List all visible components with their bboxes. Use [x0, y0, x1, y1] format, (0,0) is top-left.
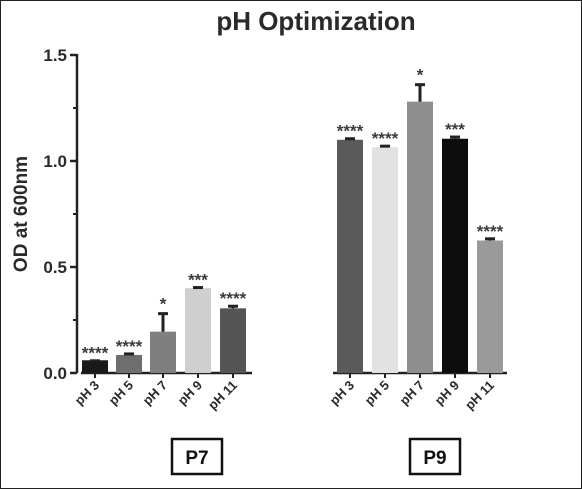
x-tick-label: pH 9 [432, 378, 463, 409]
significance-label: **** [116, 337, 143, 356]
chart-title: pH Optimization [216, 6, 415, 36]
bar [407, 101, 433, 373]
bar [477, 240, 503, 373]
x-tick-label: pH 11 [462, 378, 497, 413]
group-label: P9 [423, 448, 446, 469]
x-tick-label: pH 5 [362, 378, 393, 409]
axes: 0.0 0.5 1.0 1.5 [43, 46, 507, 383]
y-tick-label: 0.0 [43, 364, 67, 383]
y-axis-label: OD at 600nm [11, 156, 32, 272]
x-tick-label: pH 7 [140, 378, 171, 409]
significance-label: **** [220, 289, 247, 308]
bar [442, 138, 468, 373]
bar [372, 147, 398, 373]
y-tick-label: 0.5 [43, 258, 67, 277]
bar [82, 360, 108, 373]
x-tick-label: pH 7 [397, 378, 428, 409]
significance-label: **** [372, 129, 399, 148]
x-tick-label: pH 3 [327, 378, 358, 409]
group-box [170, 437, 224, 476]
x-tick-label: pH 11 [205, 378, 240, 413]
x-tick-label: pH 5 [106, 378, 137, 409]
labels: ****pH 3****pH 5*pH 7***pH 9****pH 11P7*… [72, 66, 504, 476]
bar [150, 331, 176, 373]
significance-label: **** [477, 222, 504, 241]
y-tick-label: 1.5 [43, 46, 67, 65]
significance-label: **** [82, 343, 109, 362]
significance-label: **** [337, 122, 364, 141]
significance-label: *** [188, 271, 208, 290]
significance-label: * [160, 295, 167, 314]
group-box [408, 437, 462, 476]
y-tick-label: 1.0 [43, 152, 67, 171]
bar [116, 354, 142, 373]
group-label: P7 [185, 448, 208, 469]
significance-label: * [417, 66, 424, 85]
x-tick-label: pH 9 [175, 378, 206, 409]
bar [185, 288, 211, 373]
bar [220, 308, 246, 373]
bar [337, 139, 363, 373]
significance-label: *** [445, 120, 465, 139]
x-tick-label: pH 3 [72, 378, 103, 409]
bars [82, 83, 503, 373]
